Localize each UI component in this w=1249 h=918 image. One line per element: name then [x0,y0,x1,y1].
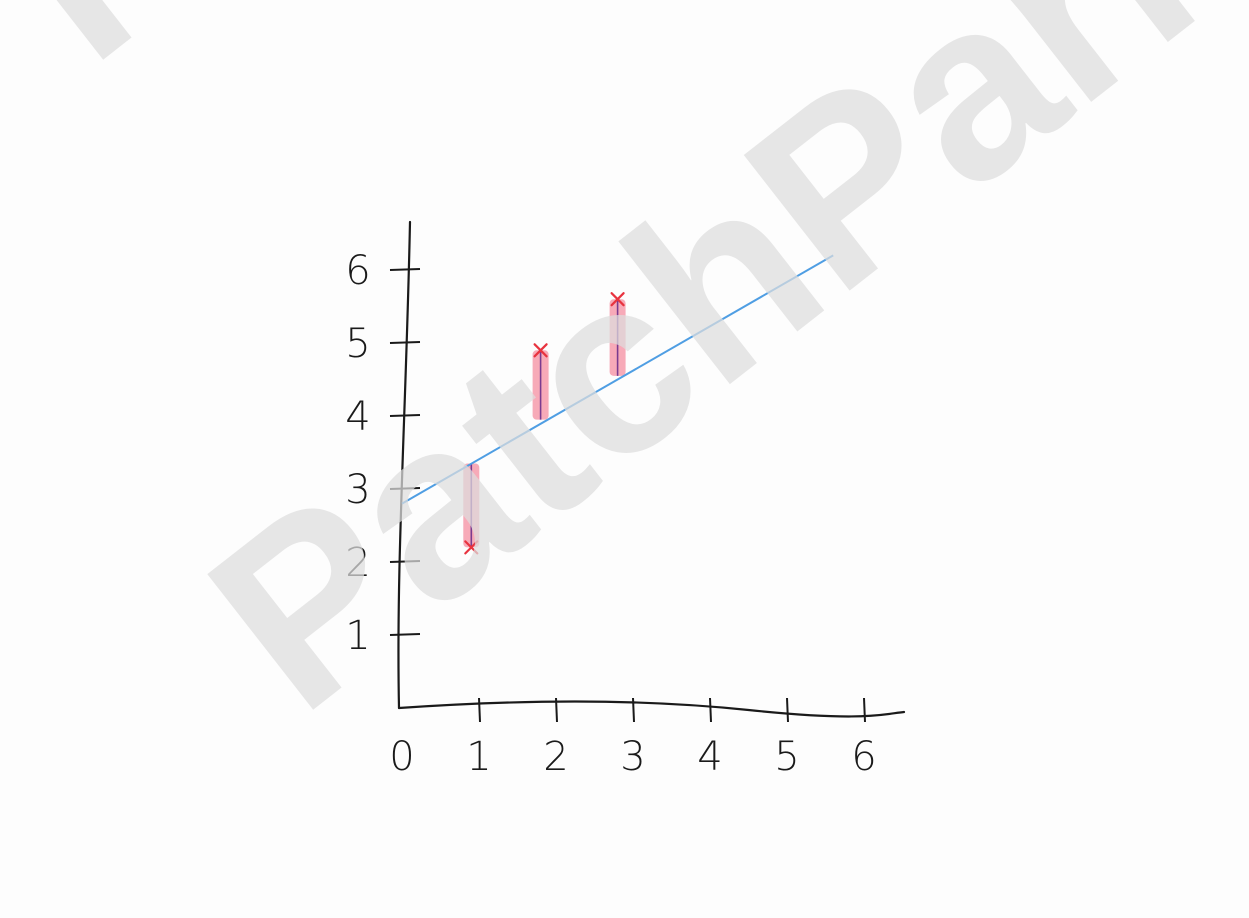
x-tick-label-3: 3 [620,734,645,780]
x-tick-5 [786,697,789,723]
y-tick-1 [389,633,421,636]
y-tick-label-2: 2 [345,540,370,586]
x-tick-label-1: 1 [466,734,491,780]
fit-line-group [401,254,834,505]
x-tick-label-4: 4 [697,734,722,780]
y-tick-label-4: 4 [345,394,370,440]
y-tick-label-6: 6 [345,248,370,294]
y-tick-2 [389,560,421,563]
x-tick-label-0: 0 [389,734,414,780]
data-points [464,292,625,555]
x-tick-2 [555,697,558,723]
y-axis-line [397,220,412,710]
x-tick-6 [863,697,866,723]
x-tick-label-2: 2 [543,734,568,780]
y-tick-3 [389,487,421,490]
tick-labels: 0 1 2 3 4 5 6 1 2 3 4 5 6 [345,248,876,780]
y-tick-4 [389,414,421,417]
y-tick-5 [389,341,421,344]
y-tick-label-3: 3 [345,467,370,513]
x-tick-1 [478,697,481,723]
x-tick-label-5: 5 [774,734,799,780]
data-point-2 [533,343,548,358]
x-tick-label-6: 6 [851,734,876,780]
data-point-1 [464,540,479,555]
y-tick-6 [389,268,421,271]
x-axis-line [397,700,906,718]
x-tick-3 [632,697,635,723]
data-point-3 [610,292,625,307]
x-tick-4 [709,697,712,723]
residuals [463,299,626,548]
axes [389,220,906,723]
y-tick-label-5: 5 [345,321,370,367]
y-tick-label-1: 1 [345,613,370,659]
fit-line [401,254,834,505]
